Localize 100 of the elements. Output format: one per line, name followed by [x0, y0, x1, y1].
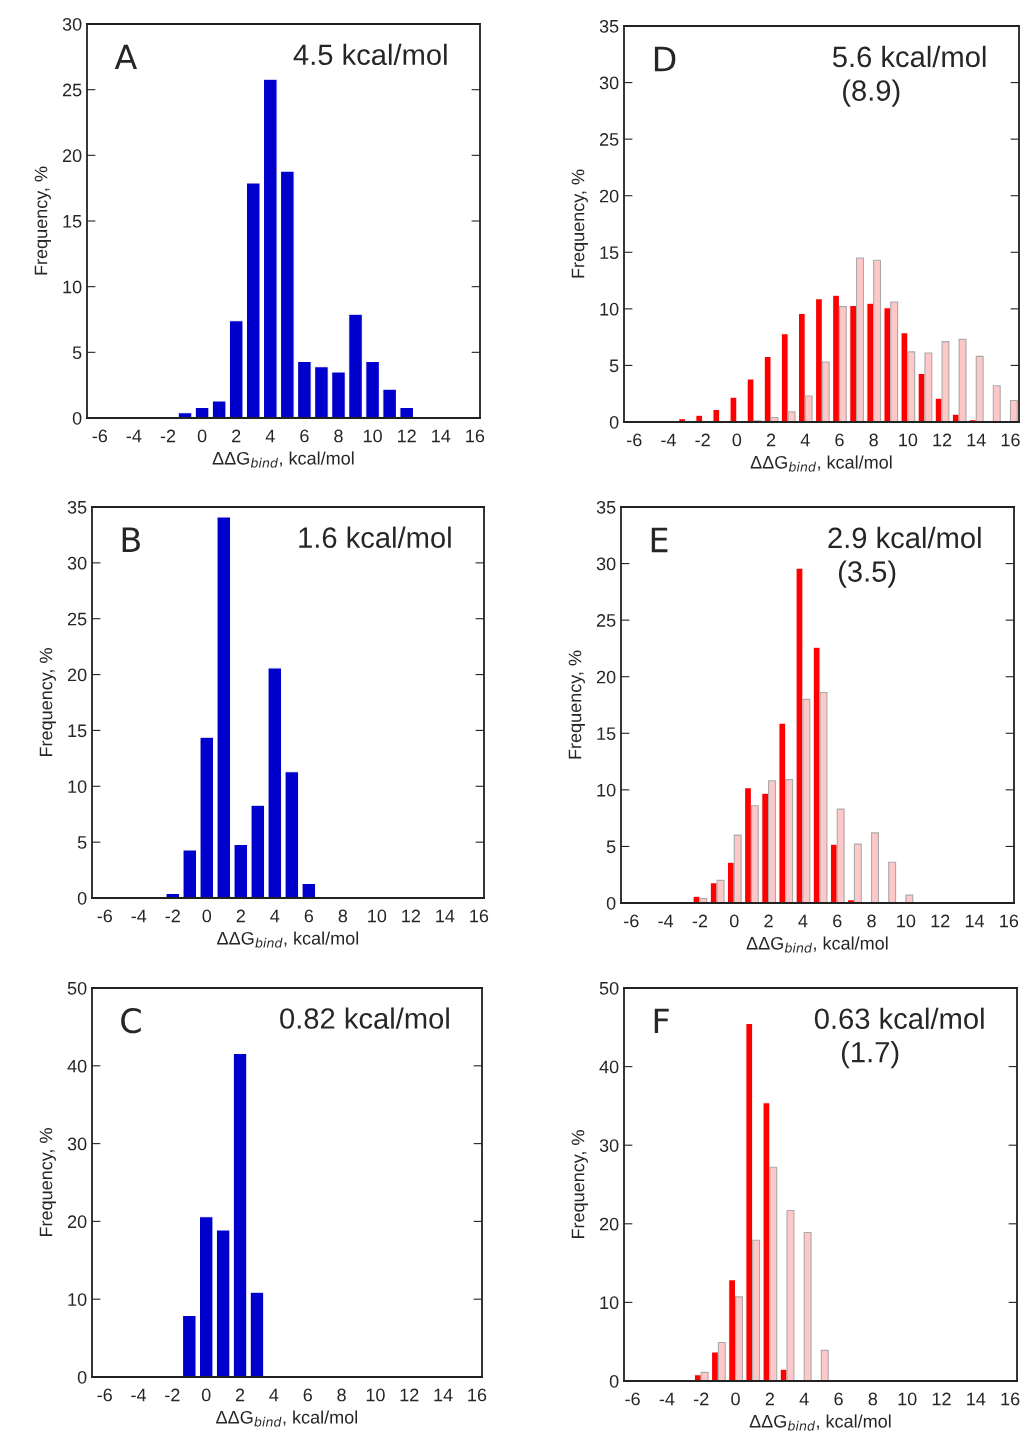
x-tick-label: -6 — [624, 914, 639, 928]
x-axis-title: ΔΔG$_{bind}$, kcal/mol — [750, 455, 892, 472]
x-tick-label: 16 — [470, 909, 489, 923]
y-tick-label: 20 — [62, 149, 82, 163]
y-axis-title: Frequency, % — [34, 166, 51, 275]
y-tick-label: 35 — [67, 500, 87, 514]
x-tick-label: 8 — [867, 914, 876, 928]
chart-title: A — [114, 44, 138, 70]
x-tick-label: 12 — [932, 1392, 951, 1406]
x-tick-label: 14 — [967, 1392, 986, 1406]
x-tick-label: 4 — [265, 429, 275, 443]
chart-title: E — [651, 527, 668, 553]
chart-title: B — [122, 527, 140, 552]
y-tick-label: 30 — [599, 76, 619, 90]
x-tick-label: -6 — [627, 433, 642, 447]
annotation: (8.9) — [843, 79, 900, 107]
y-tick-label: 50 — [67, 981, 87, 995]
y-tick-label: 35 — [599, 19, 619, 33]
x-tick-label: 6 — [304, 909, 314, 923]
x-tick-label: 12 — [933, 433, 952, 447]
y-axis-title: Frequency, % — [39, 1128, 56, 1237]
x-tick-label: 8 — [869, 433, 878, 447]
y-tick-label: 0 — [609, 415, 619, 429]
x-tick-label: 14 — [432, 429, 451, 443]
x-tick-label: -4 — [658, 914, 674, 928]
y-tick-label: 25 — [599, 133, 619, 146]
x-tick-label: 6 — [300, 429, 309, 443]
annotation: 2.9 kcal/mol — [828, 526, 981, 549]
x-tick-label: 14 — [436, 909, 455, 923]
y-tick-label: 15 — [63, 215, 82, 228]
x-tick-label: 0 — [202, 909, 212, 923]
y-tick-label: 40 — [599, 1060, 619, 1074]
y-tick-label: 15 — [597, 727, 616, 741]
x-tick-label: 16 — [1001, 1392, 1020, 1406]
x-tick-label: -6 — [92, 429, 108, 443]
y-axis-title: Frequency, % — [568, 650, 585, 759]
chart-title: F — [654, 1008, 669, 1033]
y-tick-label: 20 — [596, 670, 616, 684]
y-tick-label: 10 — [600, 302, 619, 316]
y-tick-label: 30 — [62, 17, 82, 31]
x-axis-title: ΔΔG$_{bind}$, kcal/mol — [212, 451, 354, 468]
y-tick-label: 30 — [67, 556, 87, 570]
y-tick-label: 10 — [600, 1296, 619, 1310]
y-tick-label: 35 — [596, 500, 616, 514]
x-tick-label: 12 — [398, 429, 416, 443]
x-tick-label: -2 — [694, 1392, 709, 1406]
y-tick-label: 30 — [67, 1137, 87, 1151]
x-tick-label: 12 — [402, 909, 421, 923]
x-tick-label: 0 — [201, 1388, 211, 1402]
y-tick-label: 0 — [609, 1374, 619, 1388]
annotation: (1.7) — [841, 1041, 899, 1069]
y-axis-title: Frequency, % — [571, 169, 588, 278]
x-tick-label: 2 — [766, 433, 776, 447]
x-tick-label: 10 — [363, 429, 382, 443]
x-tick-label: 14 — [967, 433, 986, 447]
x-tick-label: 2 — [232, 429, 241, 443]
y-tick-label: 25 — [596, 614, 616, 627]
y-tick-label: 10 — [68, 780, 87, 794]
y-tick-label: 25 — [62, 83, 82, 97]
annotation: 0.63 kcal/mol — [814, 1007, 984, 1030]
x-tick-label: 8 — [334, 429, 343, 443]
x-tick-label: -4 — [126, 429, 142, 443]
y-tick-label: 25 — [67, 612, 87, 626]
y-tick-label: 40 — [67, 1059, 87, 1073]
x-tick-label: -6 — [97, 1388, 112, 1402]
y-tick-label: 0 — [72, 411, 82, 425]
x-tick-label: -2 — [692, 914, 708, 928]
x-tick-label: 4 — [800, 433, 810, 447]
x-axis-title: ΔΔG$_{bind}$, kcal/mol — [746, 936, 888, 953]
y-tick-label: 15 — [600, 246, 619, 260]
annotation: (3.5) — [838, 560, 896, 588]
x-tick-label: 6 — [303, 1388, 312, 1402]
y-tick-label: 30 — [596, 557, 616, 571]
y-tick-label: 5 — [77, 836, 87, 849]
x-tick-label: 8 — [338, 909, 348, 923]
x-tick-label: -6 — [625, 1392, 640, 1406]
x-tick-label: 4 — [798, 914, 808, 928]
x-tick-label: 12 — [931, 914, 950, 928]
x-tick-label: 10 — [368, 909, 387, 923]
y-tick-label: 5 — [606, 840, 616, 854]
x-tick-label: -4 — [131, 909, 147, 923]
x-axis-title: ΔΔG$_{bind}$, kcal/mol — [217, 931, 359, 948]
y-tick-label: 10 — [597, 783, 616, 797]
x-tick-label: 2 — [765, 1392, 774, 1406]
y-axis-title: Frequency, % — [571, 1130, 588, 1239]
x-axis-title: ΔΔG$_{bind}$, kcal/mol — [749, 1414, 891, 1431]
y-axis-title: Frequency, % — [39, 648, 56, 757]
x-tick-label: 10 — [899, 433, 918, 447]
annotation: 4.5 kcal/mol — [293, 43, 447, 66]
x-tick-label: 8 — [337, 1388, 346, 1402]
x-tick-label: 8 — [868, 1392, 878, 1406]
x-tick-label: 0 — [729, 914, 739, 928]
y-tick-label: 5 — [609, 359, 619, 373]
x-tick-label: 2 — [764, 914, 773, 928]
y-tick-label: 15 — [68, 724, 87, 738]
annotation: 1.6 kcal/mol — [299, 526, 451, 548]
x-tick-label: 2 — [235, 1388, 245, 1402]
x-tick-label: 16 — [1001, 433, 1020, 447]
y-tick-label: 30 — [599, 1139, 619, 1152]
x-tick-label: 0 — [732, 433, 742, 447]
